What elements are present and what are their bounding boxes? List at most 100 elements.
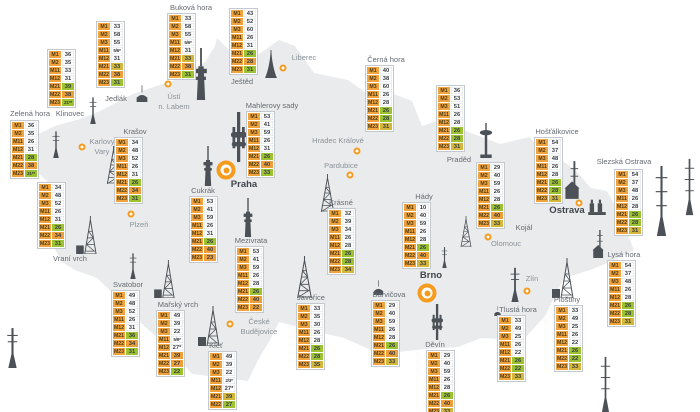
channel-value: 26 [417, 228, 429, 235]
channel-row: M3 59 [373, 318, 398, 325]
channel-mux-label: M22 [609, 310, 621, 317]
channel-row: M23 31 [98, 79, 123, 86]
channel-value: 37 [549, 147, 561, 154]
channel-mux-label: M1 [231, 10, 243, 17]
channel-value: 31 [111, 55, 123, 62]
channel-row: M3 52 [113, 308, 138, 315]
channel-mux-label: M2 [298, 313, 310, 320]
transmitter-label: Praděd [446, 155, 472, 164]
channel-row: M22 28 [367, 115, 392, 122]
channel-table: M1 36 M2 35 M11 26 M12 31 M21 28 M22 38 M23 31** [10, 120, 39, 179]
channel-mux-label: M12 [609, 294, 621, 301]
channel-table: M1 53 M2 41 M3 59 M11 26 M12 28 M21 26 M22 40 M23 22 [235, 246, 264, 313]
channel-row: M2 39 [210, 361, 235, 368]
channel-mux-label: M21 [12, 154, 24, 161]
channel-mux-label: M2 [329, 218, 341, 225]
channel-mux-label: M22 [428, 400, 440, 407]
channel-mux-label: M3 [536, 155, 548, 162]
channel-value: 28 [311, 337, 323, 344]
channel-value: 31 [126, 324, 138, 331]
channel-value: 27 [171, 360, 183, 367]
channel-value: 30 [311, 321, 323, 328]
channel-mux-label: M1 [367, 67, 379, 74]
channel-row: M12 31 [169, 47, 194, 54]
channel-value: 48 [549, 155, 561, 162]
channel-row: M3 48 [536, 155, 561, 162]
city-marker-icon [226, 320, 234, 328]
channel-value: 40 [417, 212, 429, 219]
channel-row: M22 38 [169, 63, 194, 70]
channel-value: 35 [62, 59, 74, 66]
channel-mux-label: M21 [536, 179, 548, 186]
channel-mux-label: M2 [536, 147, 548, 154]
channel-value: 22 [171, 328, 183, 335]
channel-row: M23 31 [616, 227, 641, 234]
channel-value: 53 [204, 198, 216, 205]
channel-mux-label: M23 [98, 79, 110, 86]
channel-value: 49 [171, 312, 183, 319]
channel-row: M2 35 [12, 130, 37, 137]
channel-value: 35 [25, 130, 37, 137]
channel-row: M23 31 [609, 318, 634, 325]
channel-row: M21 26 [556, 347, 581, 354]
channel-value: 39 [342, 218, 354, 225]
channel-row: M22 28 [231, 58, 256, 65]
channel-value: 31 [451, 143, 463, 150]
channel-row: M22 38 [98, 71, 123, 78]
channel-mux-label: M21 [231, 50, 243, 57]
channel-row: M12 28 [609, 294, 634, 301]
channel-value: 33 [261, 169, 273, 176]
transmitter-label: Lysá hora [607, 250, 641, 259]
channel-mux-label: M3 [98, 39, 110, 46]
channel-mux-label: M2 [367, 75, 379, 82]
channel-row: M11 26 [113, 316, 138, 323]
channel-value: 26 [342, 250, 354, 257]
channel-value: 26 [204, 238, 216, 245]
channel-mux-label: M12 [49, 75, 61, 82]
mast-tower-icon [506, 266, 524, 307]
channel-value: 31 [629, 227, 641, 234]
channel-row: M1 33 [556, 307, 581, 314]
channel-mux-label: M3 [499, 333, 511, 340]
channel-mux-label: M12 [428, 384, 440, 391]
channel-row: M23 33 [428, 408, 453, 412]
channel-value: 33 [111, 63, 123, 70]
channel-value: 26 [569, 331, 581, 338]
city-label: Karlovy Vary [89, 137, 114, 157]
channel-row: M2 48 [113, 300, 138, 307]
channel-row: M21 26 [329, 250, 354, 257]
channel-row: M11 26 [428, 376, 453, 383]
channel-row: M2 35 [49, 59, 74, 66]
channel-row: M1 34 [116, 139, 141, 146]
channel-mux-label: M12 [438, 119, 450, 126]
channel-row: M2 37 [616, 179, 641, 186]
channel-row: M21 33 [98, 63, 123, 70]
channel-value: 49 [569, 315, 581, 322]
channel-value: 39 [223, 393, 235, 400]
channel-mux-label: M22 [556, 355, 568, 362]
channel-value: 39 [223, 361, 235, 368]
city-marker-icon [164, 80, 172, 88]
channel-value: 28 [451, 135, 463, 142]
channel-row: M11 2/3* [210, 377, 235, 384]
channel-mux-label: M1 [12, 122, 24, 129]
channel-table: M1 54 M2 37 M3 48 M11 26 M12 28 M21 26 M22 28 M23 31 [534, 137, 563, 204]
dome-tower-icon [136, 78, 148, 107]
channel-value: 26 [250, 272, 262, 279]
city-label-line: Budějovice [240, 326, 278, 336]
channel-mux-label: M2 [237, 256, 249, 263]
channel-row: M23 31 [231, 66, 256, 73]
channel-mux-label: M1 [49, 51, 61, 58]
channel-row: M3 34 [329, 226, 354, 233]
channel-mux-label: M12 [39, 216, 51, 223]
channel-value: 28 [622, 294, 634, 301]
channel-row: M12 31 [113, 324, 138, 331]
channel-row: M2 40 [478, 172, 503, 179]
channel-mux-label: M2 [158, 320, 170, 327]
channel-value: 40 [491, 172, 503, 179]
mushroom-tower-icon [477, 123, 495, 163]
channel-row: M3 52 [39, 200, 64, 207]
channel-row: M1 34 [39, 184, 64, 191]
channel-row: M22 22 [499, 365, 524, 372]
channel-value: 31 [129, 195, 141, 202]
